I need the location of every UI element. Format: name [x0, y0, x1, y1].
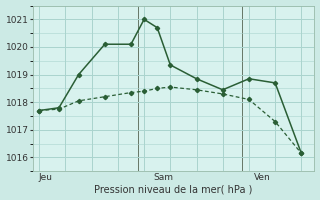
X-axis label: Pression niveau de la mer( hPa ): Pression niveau de la mer( hPa ) [94, 184, 253, 194]
